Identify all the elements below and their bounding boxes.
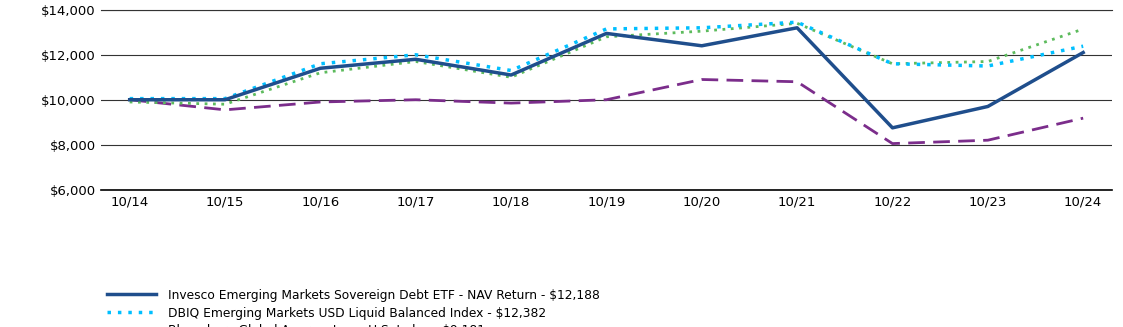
Line: Invesco Emerging Markets Sovereign Debt ETF - NAV Return - $12,188: Invesco Emerging Markets Sovereign Debt … xyxy=(129,28,1084,128)
JP Morgan Emerging Market Bond Global Index - $13,145 xyxy=(886,62,900,66)
Invesco Emerging Markets Sovereign Debt ETF - NAV Return - $12,188 xyxy=(982,105,995,109)
Invesco Emerging Markets Sovereign Debt ETF - NAV Return - $12,188 xyxy=(218,98,231,102)
Line: Bloomberg Global Aggregate ex-U.S. Index - $9,181: Bloomberg Global Aggregate ex-U.S. Index… xyxy=(129,79,1084,144)
Bloomberg Global Aggregate ex-U.S. Index - $9,181 xyxy=(1077,116,1090,120)
Invesco Emerging Markets Sovereign Debt ETF - NAV Return - $12,188 xyxy=(791,26,804,30)
DBIQ Emerging Markets USD Liquid Balanced Index - $12,382 xyxy=(982,64,995,68)
Invesco Emerging Markets Sovereign Debt ETF - NAV Return - $12,188 xyxy=(313,66,327,70)
Bloomberg Global Aggregate ex-U.S. Index - $9,181 xyxy=(218,108,231,112)
JP Morgan Emerging Market Bond Global Index - $13,145 xyxy=(791,21,804,25)
JP Morgan Emerging Market Bond Global Index - $13,145 xyxy=(504,75,518,79)
DBIQ Emerging Markets USD Liquid Balanced Index - $12,382 xyxy=(313,62,327,66)
Bloomberg Global Aggregate ex-U.S. Index - $9,181 xyxy=(886,142,900,146)
JP Morgan Emerging Market Bond Global Index - $13,145 xyxy=(409,60,422,63)
DBIQ Emerging Markets USD Liquid Balanced Index - $12,382 xyxy=(791,20,804,24)
Bloomberg Global Aggregate ex-U.S. Index - $9,181 xyxy=(122,98,136,102)
DBIQ Emerging Markets USD Liquid Balanced Index - $12,382 xyxy=(600,27,613,31)
Line: JP Morgan Emerging Market Bond Global Index - $13,145: JP Morgan Emerging Market Bond Global In… xyxy=(129,23,1084,104)
JP Morgan Emerging Market Bond Global Index - $13,145 xyxy=(122,100,136,104)
JP Morgan Emerging Market Bond Global Index - $13,145 xyxy=(218,102,231,106)
Bloomberg Global Aggregate ex-U.S. Index - $9,181 xyxy=(313,100,327,104)
JP Morgan Emerging Market Bond Global Index - $13,145 xyxy=(695,29,709,33)
DBIQ Emerging Markets USD Liquid Balanced Index - $12,382 xyxy=(122,97,136,101)
JP Morgan Emerging Market Bond Global Index - $13,145 xyxy=(1077,27,1090,31)
Line: DBIQ Emerging Markets USD Liquid Balanced Index - $12,382: DBIQ Emerging Markets USD Liquid Balance… xyxy=(129,22,1084,99)
Bloomberg Global Aggregate ex-U.S. Index - $9,181 xyxy=(982,138,995,142)
Bloomberg Global Aggregate ex-U.S. Index - $9,181 xyxy=(791,80,804,84)
Invesco Emerging Markets Sovereign Debt ETF - NAV Return - $12,188 xyxy=(1077,51,1090,55)
Bloomberg Global Aggregate ex-U.S. Index - $9,181 xyxy=(409,98,422,102)
Bloomberg Global Aggregate ex-U.S. Index - $9,181 xyxy=(695,77,709,81)
Bloomberg Global Aggregate ex-U.S. Index - $9,181 xyxy=(600,98,613,102)
DBIQ Emerging Markets USD Liquid Balanced Index - $12,382 xyxy=(886,62,900,66)
Invesco Emerging Markets Sovereign Debt ETF - NAV Return - $12,188 xyxy=(886,126,900,130)
Invesco Emerging Markets Sovereign Debt ETF - NAV Return - $12,188 xyxy=(695,44,709,48)
DBIQ Emerging Markets USD Liquid Balanced Index - $12,382 xyxy=(218,97,231,101)
Invesco Emerging Markets Sovereign Debt ETF - NAV Return - $12,188 xyxy=(600,31,613,35)
DBIQ Emerging Markets USD Liquid Balanced Index - $12,382 xyxy=(1077,44,1090,48)
Legend: Invesco Emerging Markets Sovereign Debt ETF - NAV Return - $12,188, DBIQ Emergin: Invesco Emerging Markets Sovereign Debt … xyxy=(107,289,600,327)
Invesco Emerging Markets Sovereign Debt ETF - NAV Return - $12,188 xyxy=(409,57,422,61)
DBIQ Emerging Markets USD Liquid Balanced Index - $12,382 xyxy=(409,53,422,57)
Bloomberg Global Aggregate ex-U.S. Index - $9,181 xyxy=(504,101,518,105)
JP Morgan Emerging Market Bond Global Index - $13,145 xyxy=(982,60,995,63)
JP Morgan Emerging Market Bond Global Index - $13,145 xyxy=(600,35,613,39)
JP Morgan Emerging Market Bond Global Index - $13,145 xyxy=(313,71,327,75)
DBIQ Emerging Markets USD Liquid Balanced Index - $12,382 xyxy=(504,69,518,73)
Invesco Emerging Markets Sovereign Debt ETF - NAV Return - $12,188 xyxy=(122,98,136,102)
DBIQ Emerging Markets USD Liquid Balanced Index - $12,382 xyxy=(695,26,709,30)
Invesco Emerging Markets Sovereign Debt ETF - NAV Return - $12,188 xyxy=(504,73,518,77)
